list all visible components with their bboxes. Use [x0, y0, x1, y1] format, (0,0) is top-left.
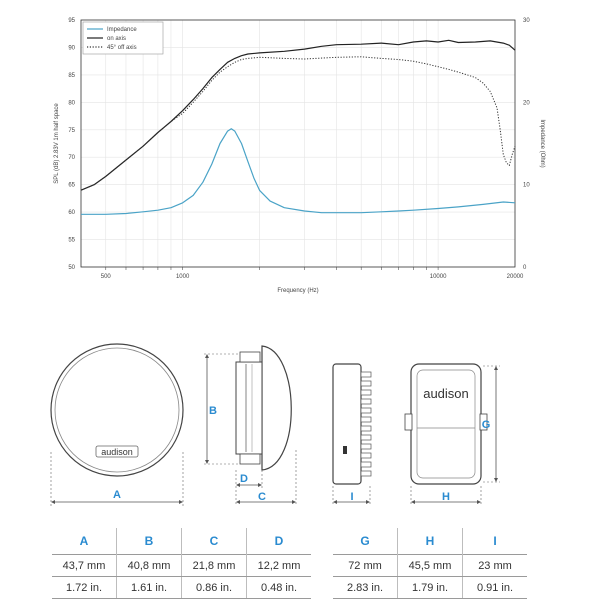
crossover-brand-logo: audison	[423, 386, 469, 401]
x-tick-label: 10000	[430, 274, 447, 280]
table-cell: 1.61 in.	[116, 576, 182, 599]
y-tick-label: 80	[68, 100, 75, 106]
frequency-response-chart: 50 55 60 65 70 75 80 85 90 95 0 10 20 30 500 1000 10000 2…	[54, 18, 545, 294]
x-axis-label: Frequency (Hz)	[277, 288, 318, 294]
table-header: A	[79, 534, 89, 548]
dimension-label-b: B	[209, 405, 217, 417]
series-line-on-axis	[80, 39, 516, 191]
crossover-side-view: I	[332, 363, 372, 506]
heatsink-fin	[360, 389, 372, 396]
dimension-label-a: A	[113, 489, 121, 501]
y-tick-label: 60	[68, 210, 75, 216]
heatsink-fin	[360, 470, 372, 477]
series-line-impedance	[81, 128, 516, 215]
table-header: I	[462, 528, 527, 555]
series-line-45-off-axis	[80, 56, 516, 191]
crossover-front-view: audison G H	[404, 363, 500, 506]
heatsink-fin	[360, 443, 372, 450]
legend-entry: Impedance	[107, 27, 137, 33]
table-cell: 0.48 in.	[246, 576, 311, 599]
y-tick-label: 50	[68, 265, 75, 271]
dimension-label-d: D	[240, 473, 248, 485]
table-cell: 23 mm	[462, 554, 527, 577]
dimension-label-c: C	[258, 491, 266, 503]
table-header: C	[181, 528, 247, 555]
y-axis-label: SPL (dB) 2.83V 1m half space	[54, 103, 60, 184]
y-tick-label: 70	[68, 155, 75, 161]
table-cell: 45,5 mm	[397, 554, 463, 577]
heatsink-fin	[360, 425, 372, 432]
tweeter-dimensions-table: A B C D 43,7 mm 40,8 mm 21,8 mm 12,2 mm …	[52, 528, 311, 599]
table-header: G	[360, 534, 370, 548]
table-cell: 21,8 mm	[181, 554, 247, 577]
heatsink-fin	[360, 407, 372, 414]
y-tick-label: 75	[68, 128, 75, 134]
y-tick-label: 90	[68, 45, 75, 51]
x-tick-label: 1000	[176, 274, 190, 280]
front-brand-logo: audison	[101, 447, 133, 457]
table-cell: 1.79 in.	[397, 576, 463, 599]
side-view: B D C	[204, 345, 297, 506]
heatsink-fin	[360, 416, 372, 423]
table-cell: 1.72 in.	[52, 576, 117, 599]
y2-tick-label: 0	[523, 265, 527, 271]
x-tick-label: 500	[101, 274, 112, 280]
dimension-label-i: I	[350, 491, 353, 503]
heatsink-fin	[360, 380, 372, 387]
table-header: H	[397, 528, 463, 555]
x-tick-label: 20000	[507, 274, 524, 280]
dimension-drawings: audison A B D C I	[50, 343, 500, 506]
table-cell: 0.91 in.	[462, 576, 527, 599]
plot-frame	[80, 19, 516, 268]
table-header: D	[246, 528, 311, 555]
heatsink-fin	[360, 371, 372, 378]
y2-tick-label: 20	[523, 100, 530, 106]
table-cell: 12,2 mm	[246, 554, 311, 577]
y-tick-label: 55	[68, 238, 75, 244]
front-view: audison A	[50, 343, 184, 506]
y2-tick-label: 30	[523, 18, 530, 24]
table-header: B	[116, 528, 182, 555]
table-cell: 43,7 mm	[52, 554, 117, 577]
table-cell: 0.86 in.	[181, 576, 247, 599]
table-cell: 72 mm	[333, 554, 398, 577]
y2-axis-label: Impedance (Ohm)	[539, 119, 545, 167]
legend-entry: on axis	[107, 36, 126, 42]
y2-tick-label: 10	[523, 183, 530, 189]
table-cell: 40,8 mm	[116, 554, 182, 577]
table-cell: 2.83 in.	[333, 576, 398, 599]
y-tick-label: 85	[68, 73, 75, 79]
dimension-label-h: H	[442, 491, 450, 503]
y-tick-label: 95	[68, 18, 75, 24]
legend-entry: 45° off axis	[107, 45, 137, 51]
dimension-label-g: G	[482, 419, 491, 431]
y-tick-label: 65	[68, 183, 75, 189]
heatsink-fin	[360, 434, 372, 441]
heatsink-fin	[360, 461, 372, 468]
crossover-dimensions-table: G H I 72 mm 45,5 mm 23 mm 2.83 in. 1.79 …	[333, 528, 527, 599]
heatsink-fin	[360, 398, 372, 405]
heatsink-fin	[360, 452, 372, 459]
